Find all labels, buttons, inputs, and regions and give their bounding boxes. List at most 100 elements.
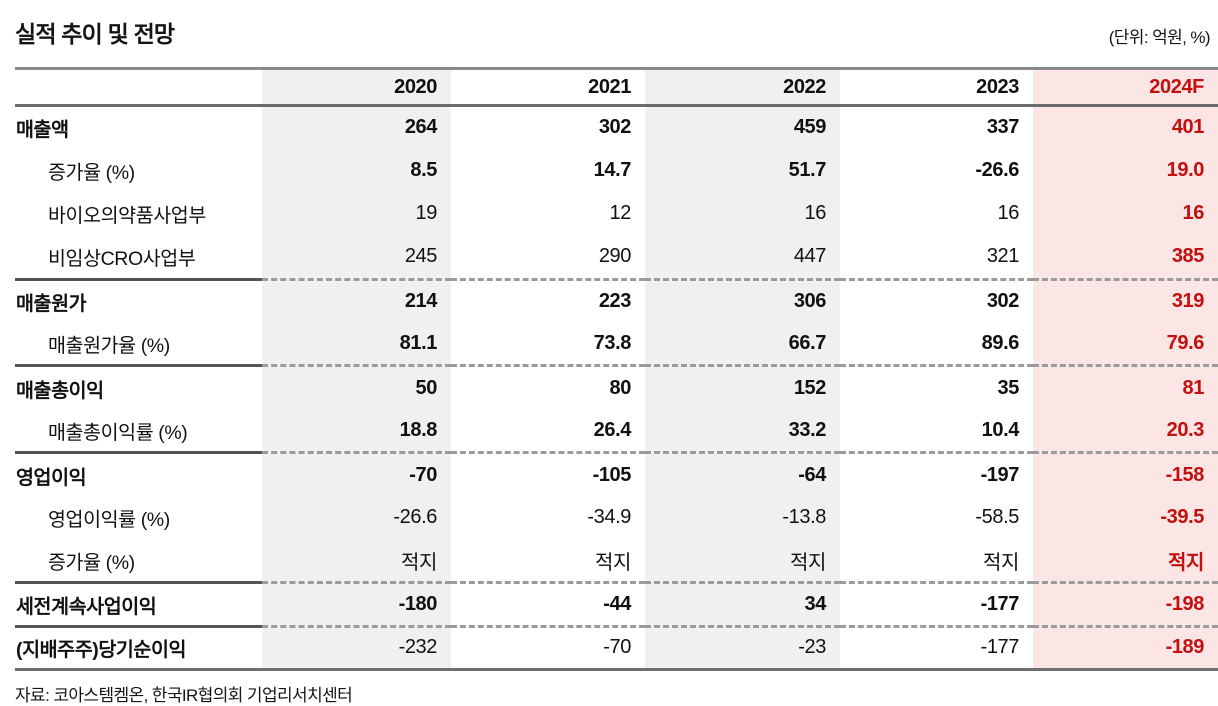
value-cell: -23 <box>645 626 840 672</box>
table-row: (지배주주)당기순이익 -232 -70 -23 -177 -189 <box>15 626 1218 672</box>
table-row: 매출원가 214 223 306 302 319 <box>15 279 1218 323</box>
value-cell: 50 <box>262 365 451 410</box>
row-label: 세전계속사업이익 <box>15 582 262 628</box>
value-cell: 35 <box>997 376 1020 399</box>
value-cell: -26.6 <box>975 159 1019 182</box>
header-year-row: 2020 2021 2022 2023 2024F <box>15 68 1218 107</box>
value-cell: 적지 <box>645 539 840 585</box>
table-header: 2020 2021 2022 2023 2024F <box>15 68 1218 107</box>
value-cell: -105 <box>592 463 632 486</box>
forecast-cell: -158 <box>1033 452 1218 497</box>
table-row: 영업이익 -70 -105 -64 -197 -158 <box>15 452 1218 497</box>
value-cell: 적지 <box>840 539 1033 585</box>
value-cell: 306 <box>645 279 840 323</box>
value-cell: 80 <box>609 376 632 399</box>
forecast-cell: 319 <box>1033 279 1218 323</box>
row-label: 증가율 (%) <box>15 539 262 585</box>
table-row: 비임상CRO사업부 245 290 447 321 385 <box>15 235 1218 281</box>
page-title: 실적 추이 및 전망 <box>15 21 175 47</box>
value-cell: 적지 <box>451 539 645 585</box>
forecast-cell: 81 <box>1033 365 1218 410</box>
value-cell: -177 <box>840 582 1033 628</box>
source-note: 자료: 코아스템켐온, 한국IR협의회 기업리서치센터 <box>15 686 353 706</box>
table-row: 매출원가율 (%) 81.1 73.8 66.7 89.6 79.6 <box>15 322 1218 368</box>
table-row: 증가율 (%) 적지 적지 적지 적지 적지 <box>15 539 1218 585</box>
row-label: (지배주주)당기순이익 <box>15 626 262 672</box>
value-cell: 290 <box>451 235 645 281</box>
table-body: 매출액 264 302 459 337 401 증가율 (%) 8.5 14.7 51.7 -26.… <box>15 105 1218 672</box>
value-cell: 152 <box>645 365 840 410</box>
header-year-2023: 2023 <box>840 68 1033 107</box>
value-cell: -13.8 <box>645 496 840 540</box>
forecast-cell: 79.6 <box>1033 322 1218 368</box>
header-row: 실적 추이 및 전망 (단위: 억원, %) <box>0 0 1218 49</box>
value-cell: -197 <box>980 463 1020 486</box>
value-cell: -58.5 <box>975 506 1019 529</box>
value-cell: 459 <box>645 105 840 149</box>
value-cell: 19 <box>262 192 451 236</box>
value-cell: 337 <box>986 116 1020 139</box>
row-label: 매출원가율 (%) <box>15 322 262 368</box>
value-cell: 33.2 <box>645 409 840 455</box>
value-cell: -70 <box>451 626 645 672</box>
value-cell: 18.8 <box>262 409 451 455</box>
value-cell: 447 <box>645 235 840 281</box>
value-cell: 73.8 <box>451 322 645 368</box>
row-label: 증가율 (%) <box>48 162 135 185</box>
value-cell: 66.7 <box>645 322 840 368</box>
value-cell: 214 <box>262 279 451 323</box>
value-cell: -180 <box>262 582 451 628</box>
table-row: 매출총이익률 (%) 18.8 26.4 33.2 10.4 20.3 <box>15 409 1218 455</box>
header-year-2024F: 2024F <box>1033 68 1218 107</box>
value-cell: 16 <box>645 192 840 236</box>
unit-label: (단위: 억원, %) <box>1108 28 1211 47</box>
value-cell: 34 <box>645 582 840 628</box>
forecast-cell: 385 <box>1033 235 1218 281</box>
row-label: 영업이익률 (%) <box>48 509 170 532</box>
value-cell: 10.4 <box>840 409 1033 455</box>
value-cell: 81.1 <box>262 322 451 368</box>
table-row: 매출총이익 50 80 152 35 81 <box>15 365 1218 410</box>
row-label: 매출총이익률 (%) <box>15 409 262 455</box>
row-label: 매출액 <box>16 119 69 142</box>
row-label: 매출원가 <box>16 293 87 315</box>
header-year-2021: 2021 <box>451 68 645 107</box>
forecast-cell: 20.3 <box>1033 409 1218 455</box>
row-label: 영업이익 <box>16 466 87 489</box>
forecast-cell: 19.0 <box>1033 148 1218 193</box>
value-cell: 12 <box>609 202 632 225</box>
forecast-cell: -39.5 <box>1033 496 1218 540</box>
value-cell: 51.7 <box>645 148 840 193</box>
value-cell: 223 <box>598 290 632 312</box>
table-row: 영업이익률 (%) -26.6 -34.9 -13.8 -58.5 -39.5 <box>15 496 1218 540</box>
table-row: 매출액 264 302 459 337 401 <box>15 105 1218 149</box>
value-cell: -44 <box>451 582 645 628</box>
table-row: 세전계속사업이익 -180 -44 34 -177 -198 <box>15 582 1218 628</box>
forecast-cell: 적지 <box>1033 539 1218 585</box>
value-cell: 8.5 <box>262 148 451 193</box>
value-cell: 14.7 <box>593 159 632 182</box>
header-empty-cell <box>15 68 262 107</box>
forecast-cell: 401 <box>1033 105 1218 149</box>
forecast-cell: 16 <box>1033 192 1218 236</box>
row-label: 매출총이익 <box>16 379 104 402</box>
value-cell: 16 <box>997 202 1020 225</box>
value-cell: 321 <box>840 235 1033 281</box>
header-year-2020: 2020 <box>262 68 451 107</box>
table-row: 증가율 (%) 8.5 14.7 51.7 -26.6 19.0 <box>15 148 1218 193</box>
financial-table: 2020 2021 2022 2023 2024F 매출액 264 302 459 337 401… <box>15 67 1218 672</box>
value-cell: 적지 <box>262 539 451 585</box>
value-cell: 264 <box>262 105 451 149</box>
header-year-2022: 2022 <box>645 68 840 107</box>
value-cell: 302 <box>986 290 1020 312</box>
row-label: 바이오의약품사업부 <box>48 205 206 228</box>
table-row: 바이오의약품사업부 19 12 16 16 16 <box>15 192 1218 236</box>
value-cell: -64 <box>645 452 840 497</box>
value-cell: -232 <box>262 626 451 672</box>
value-cell: 245 <box>262 235 451 281</box>
value-cell: -177 <box>840 626 1033 672</box>
value-cell: 302 <box>598 116 632 139</box>
value-cell: -34.9 <box>587 506 631 529</box>
value-cell: 26.4 <box>451 409 645 455</box>
